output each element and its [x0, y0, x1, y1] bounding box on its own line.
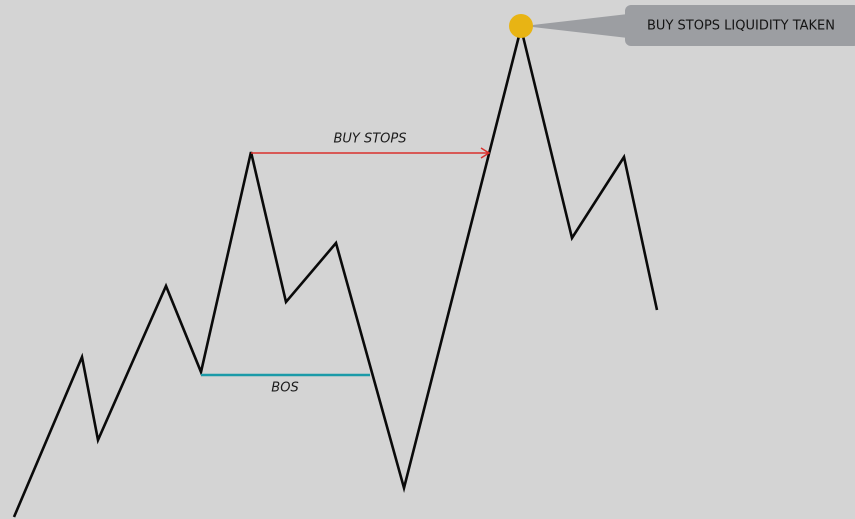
- callout-box: [625, 5, 855, 46]
- buy-stops-label: BUY STOPS: [333, 132, 406, 147]
- callout-pointer: [524, 14, 628, 38]
- bos-label: BOS: [271, 381, 298, 396]
- callout-label: BUY STOPS LIQUIDITY TAKEN: [647, 19, 835, 34]
- liquidity-dot: [509, 14, 533, 38]
- price-path: [12, 27, 659, 518]
